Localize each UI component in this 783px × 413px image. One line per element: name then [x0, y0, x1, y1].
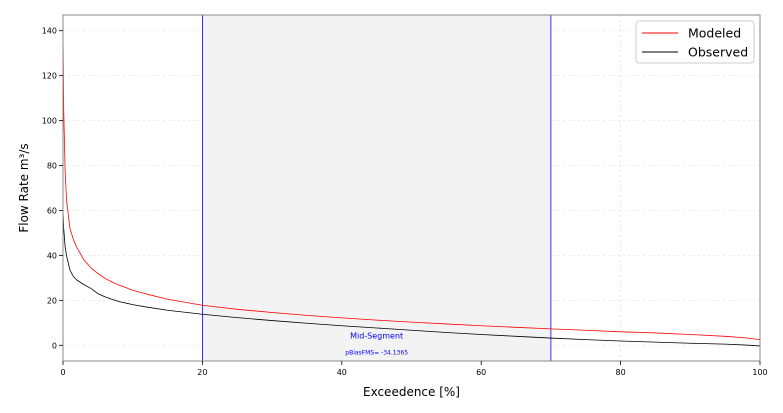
- x-tick-label: 60: [476, 368, 486, 377]
- annotation-pbias: pBiasFMS= -34.1365: [345, 349, 408, 356]
- x-tick-label: 80: [616, 368, 626, 377]
- x-axis-label: Exceedence [%]: [363, 385, 460, 399]
- y-tick-label: 40: [47, 251, 57, 260]
- x-tick-label: 100: [752, 368, 767, 377]
- series-lines: [62, 30, 761, 347]
- y-tick-label: 120: [42, 72, 57, 81]
- series-line-modeled: [62, 30, 761, 341]
- plot-frame: [62, 14, 761, 362]
- legend-box: [635, 20, 755, 64]
- series-line-observed: [62, 210, 761, 347]
- y-tick-label: 60: [47, 206, 57, 215]
- y-axis-ticks: 0 20 40 60 80 100 120 140: [42, 27, 63, 350]
- legend-label-modeled: Modeled: [688, 26, 741, 41]
- mid-segment-region: [201, 15, 552, 361]
- annotation-segment-name: Mid-Segment: [350, 332, 403, 341]
- shaded-region: [202, 15, 551, 361]
- y-tick-label: 100: [42, 117, 57, 126]
- x-tick-label: 0: [60, 368, 65, 377]
- y-tick-label: 20: [47, 296, 57, 305]
- legend: Modeled Observed: [635, 20, 755, 64]
- legend-label-observed: Observed: [688, 45, 748, 60]
- x-tick-label: 20: [197, 368, 207, 377]
- x-tick-label: 40: [337, 368, 347, 377]
- y-tick-label: 80: [47, 162, 57, 171]
- annotations: Mid-Segment pBiasFMS= -34.1365: [345, 332, 408, 357]
- y-tick-label: 140: [42, 27, 57, 36]
- x-axis-ticks: 0 20 40 60 80 100: [60, 361, 768, 377]
- y-tick-label: 0: [52, 341, 57, 350]
- y-axis-label: Flow Rate m³/s: [17, 143, 31, 232]
